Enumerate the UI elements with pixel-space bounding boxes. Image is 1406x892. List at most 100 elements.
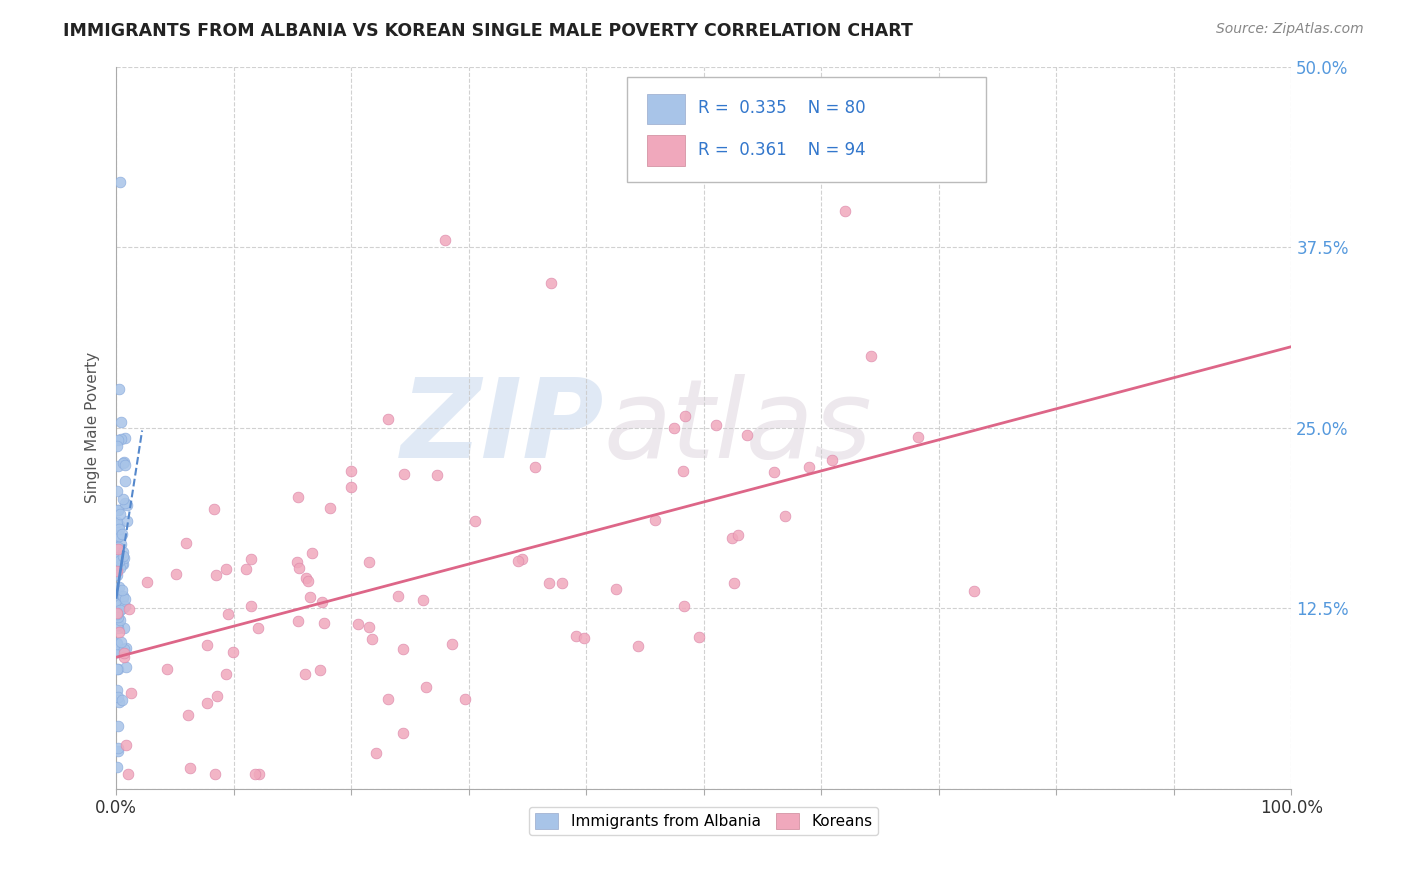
Point bbox=[295, 571, 318, 585]
Point bbox=[107, 695, 129, 709]
Point bbox=[107, 458, 129, 473]
Point bbox=[737, 428, 759, 442]
Point bbox=[117, 602, 139, 616]
Point bbox=[195, 639, 218, 653]
Point bbox=[644, 513, 666, 527]
Point bbox=[392, 642, 415, 657]
Point bbox=[540, 276, 562, 290]
Point bbox=[114, 650, 136, 665]
Point bbox=[111, 557, 134, 571]
Point bbox=[114, 599, 136, 613]
Point bbox=[412, 592, 434, 607]
Point bbox=[834, 204, 856, 219]
Text: R =  0.361    N = 94: R = 0.361 N = 94 bbox=[697, 141, 866, 159]
Point bbox=[440, 637, 463, 651]
Point bbox=[775, 509, 797, 524]
Point bbox=[723, 576, 745, 591]
Point bbox=[114, 458, 136, 472]
Point bbox=[136, 575, 159, 590]
Point bbox=[105, 564, 128, 578]
Point bbox=[204, 767, 226, 781]
Point bbox=[115, 641, 138, 656]
Point bbox=[215, 666, 238, 681]
Point bbox=[108, 522, 131, 536]
Point bbox=[105, 530, 128, 544]
Point bbox=[105, 483, 128, 498]
FancyBboxPatch shape bbox=[627, 78, 986, 182]
Point bbox=[426, 467, 449, 482]
Point bbox=[114, 660, 136, 674]
Point bbox=[240, 599, 263, 614]
Point bbox=[243, 767, 266, 781]
Point bbox=[110, 415, 132, 429]
Point bbox=[105, 619, 128, 633]
Point bbox=[176, 536, 198, 550]
Point bbox=[105, 439, 128, 453]
Point bbox=[114, 474, 136, 488]
Point bbox=[107, 549, 129, 563]
Point bbox=[340, 464, 363, 478]
Point bbox=[524, 460, 547, 475]
Point bbox=[112, 646, 135, 660]
Point bbox=[294, 666, 316, 681]
Point bbox=[297, 574, 319, 588]
Point bbox=[319, 501, 342, 516]
Point bbox=[114, 431, 136, 445]
Point bbox=[112, 621, 135, 635]
Point bbox=[112, 557, 135, 571]
Point bbox=[454, 691, 477, 706]
Point bbox=[287, 615, 309, 629]
Point bbox=[107, 744, 129, 758]
Point bbox=[112, 491, 135, 506]
Point bbox=[117, 767, 139, 781]
Point bbox=[510, 551, 533, 566]
Bar bbox=[647, 136, 685, 166]
Point bbox=[434, 233, 457, 247]
Point bbox=[301, 545, 323, 559]
Point bbox=[217, 607, 239, 621]
Point bbox=[165, 566, 187, 581]
Point bbox=[115, 514, 138, 528]
Point bbox=[506, 554, 529, 568]
Point bbox=[107, 502, 129, 516]
Point bbox=[361, 632, 384, 647]
Point bbox=[107, 719, 129, 733]
Point bbox=[108, 507, 131, 521]
Point bbox=[110, 537, 132, 551]
Point bbox=[235, 561, 257, 575]
Point bbox=[821, 452, 844, 467]
Point bbox=[662, 421, 685, 435]
Point bbox=[107, 645, 129, 659]
Point bbox=[105, 557, 128, 571]
Point bbox=[799, 460, 821, 475]
Point bbox=[107, 645, 129, 659]
Point bbox=[727, 528, 749, 542]
Point bbox=[377, 412, 399, 426]
Point bbox=[114, 496, 136, 510]
Point bbox=[247, 767, 270, 781]
Point bbox=[107, 503, 129, 517]
Point bbox=[112, 456, 135, 470]
Point bbox=[155, 662, 177, 676]
Point bbox=[287, 491, 309, 505]
Point bbox=[105, 760, 128, 774]
Point bbox=[377, 691, 399, 706]
Point bbox=[222, 645, 245, 659]
Point bbox=[110, 603, 132, 617]
Point bbox=[105, 636, 128, 650]
Point bbox=[112, 642, 135, 657]
Point bbox=[112, 591, 135, 605]
Point bbox=[311, 595, 333, 609]
Point bbox=[312, 616, 335, 631]
Point bbox=[107, 615, 129, 630]
Text: ZIP: ZIP bbox=[401, 374, 605, 481]
Point bbox=[107, 433, 129, 447]
Point bbox=[105, 637, 128, 651]
Point bbox=[105, 662, 128, 676]
Point bbox=[111, 545, 134, 559]
Point bbox=[565, 629, 588, 643]
Point bbox=[392, 467, 415, 481]
Point bbox=[107, 568, 129, 582]
Point bbox=[107, 609, 129, 624]
Point bbox=[605, 582, 627, 596]
